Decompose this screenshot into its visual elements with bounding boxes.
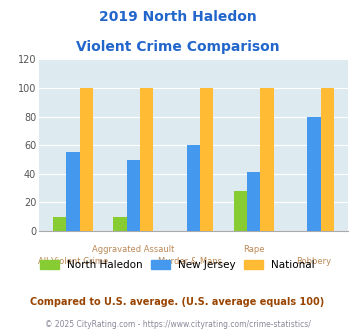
Text: Rape: Rape <box>243 245 264 254</box>
Bar <box>307 116 321 231</box>
Bar <box>140 88 153 231</box>
Text: 2019 North Haledon: 2019 North Haledon <box>99 10 256 24</box>
Text: Aggravated Assault: Aggravated Assault <box>92 245 174 254</box>
Text: Compared to U.S. average. (U.S. average equals 100): Compared to U.S. average. (U.S. average … <box>31 297 324 307</box>
Text: Murder & Mans...: Murder & Mans... <box>158 257 229 266</box>
Bar <box>187 145 200 231</box>
Bar <box>113 217 127 231</box>
Bar <box>53 217 66 231</box>
Text: © 2025 CityRating.com - https://www.cityrating.com/crime-statistics/: © 2025 CityRating.com - https://www.city… <box>45 320 310 329</box>
Bar <box>127 159 140 231</box>
Bar <box>247 172 260 231</box>
Bar <box>260 88 274 231</box>
Text: All Violent Crime: All Violent Crime <box>38 257 108 266</box>
Bar <box>321 88 334 231</box>
Bar <box>200 88 213 231</box>
Text: Violent Crime Comparison: Violent Crime Comparison <box>76 40 279 53</box>
Text: Robbery: Robbery <box>296 257 332 266</box>
Bar <box>80 88 93 231</box>
Legend: North Haledon, New Jersey, National: North Haledon, New Jersey, National <box>40 260 315 270</box>
Bar <box>234 191 247 231</box>
Bar <box>66 152 80 231</box>
